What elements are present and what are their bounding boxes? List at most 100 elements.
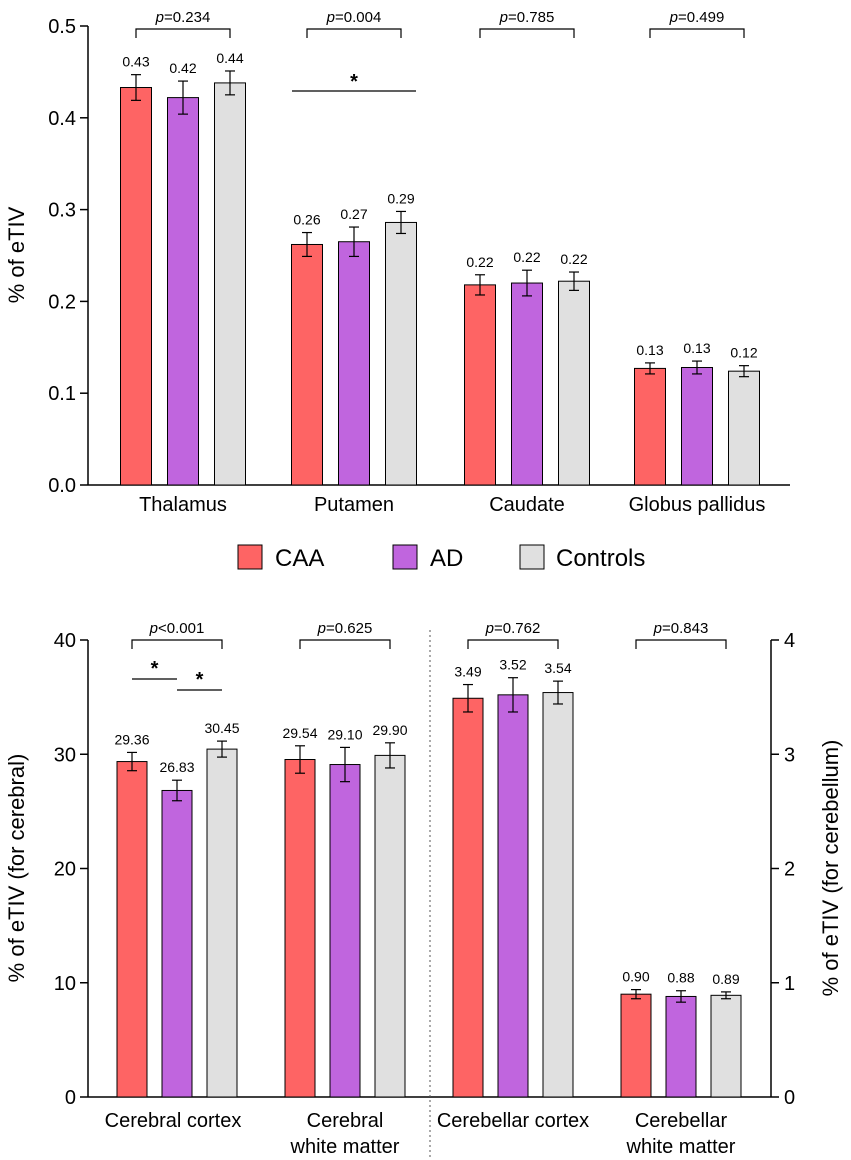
bottom-right-y-tick-label: 4	[784, 630, 795, 652]
bar-ad	[167, 97, 199, 486]
p-value-prefix: p	[317, 620, 326, 637]
category-label: Cerebral	[307, 1110, 384, 1132]
data-label: 0.13	[636, 342, 663, 358]
bottom-left-y-tick-label: 30	[54, 744, 76, 766]
p-value-number: =0.499	[678, 9, 724, 26]
bar-caa	[291, 243, 323, 486]
significance-mark: *	[151, 658, 159, 680]
bar-caa	[452, 697, 484, 1098]
top-y-tick-label: 0.1	[48, 383, 76, 405]
data-label: 0.27	[340, 206, 367, 222]
bar-ad	[511, 282, 543, 486]
bar-controls	[385, 221, 417, 486]
legend-label-controls: Controls	[556, 545, 645, 572]
data-label: 30.45	[204, 720, 239, 736]
data-label: 3.54	[544, 660, 571, 676]
bottom-left-y-tick-label: 10	[54, 973, 76, 995]
bottom-right-y-tick-label: 0	[784, 1087, 795, 1109]
category-label: Cerebral cortex	[105, 1110, 242, 1132]
legend: CAA AD Controls	[237, 544, 645, 572]
p-value-label: p=0.499	[669, 9, 725, 26]
data-label: 0.44	[216, 50, 243, 66]
bottom-left-y-axis-title: % of eTIV (for cerebral)	[4, 754, 29, 983]
bar-controls	[710, 994, 742, 1098]
data-label: 26.83	[159, 759, 194, 775]
bar-ad	[497, 694, 529, 1098]
p-value-number: =0.004	[335, 9, 381, 26]
bottom-right-y-tick-label: 3	[784, 744, 795, 766]
bar-caa	[116, 761, 148, 1098]
p-value-number: =0.234	[164, 9, 210, 26]
p-value-number: =0.785	[508, 9, 554, 26]
p-value-prefix: p	[485, 620, 494, 637]
bottom-panel: % of eTIV (for cerebral) % of eTIV (for …	[4, 620, 843, 1160]
bottom-left-y-tick-label: 0	[65, 1087, 76, 1109]
legend-swatch-controls	[519, 544, 545, 570]
bar-ad	[329, 764, 361, 1098]
data-label: 0.22	[560, 251, 587, 267]
bar-controls	[728, 370, 760, 486]
p-value-bracket	[479, 28, 575, 38]
p-value-bracket	[299, 639, 391, 649]
data-label: 0.42	[169, 60, 196, 76]
p-value-prefix: p	[149, 620, 158, 637]
data-label: 3.49	[454, 664, 481, 680]
category-label: Putamen	[314, 494, 394, 516]
p-value-prefix: p	[326, 9, 335, 26]
p-value-bracket	[649, 28, 745, 38]
bottom-right-y-axis-title: % of eTIV (for cerebellum)	[818, 740, 843, 997]
data-label: 29.90	[372, 722, 407, 738]
p-value-label: p=0.843	[653, 620, 709, 637]
top-y-tick-label: 0.3	[48, 200, 76, 222]
p-value-bracket	[306, 28, 402, 38]
data-label: 0.89	[712, 971, 739, 987]
p-value-number: =0.762	[494, 620, 540, 637]
top-y-axis-title: % of eTIV	[4, 206, 29, 303]
bottom-left-y-tick-label: 40	[54, 630, 76, 652]
bar-controls	[558, 280, 590, 486]
category-label-line2: white matter	[626, 1136, 736, 1158]
data-label: 0.29	[387, 190, 414, 206]
p-value-bracket	[635, 639, 727, 649]
legend-swatch-ad	[392, 544, 418, 570]
p-value-bracket	[131, 639, 223, 649]
data-label: 0.22	[466, 254, 493, 270]
bar-ad	[681, 366, 713, 486]
bar-controls	[374, 754, 406, 1098]
top-y-tick-label: 0.5	[48, 16, 76, 38]
legend-swatch-caa	[237, 544, 263, 570]
top-y-tick-label: 0.0	[48, 475, 76, 497]
p-value-label: p=0.004	[326, 9, 382, 26]
top-panel: % of eTIV 0.0 0.1 0.2 0.3 0.4 0.5 0.43 0.26 0.2…	[4, 9, 790, 516]
top-y-tick-label: 0.4	[48, 108, 76, 130]
category-label: Cerebellar	[635, 1110, 728, 1132]
significance-mark: *	[196, 669, 204, 691]
p-value-label: p=0.762	[485, 620, 541, 637]
data-label: 0.26	[293, 212, 320, 228]
bar-controls	[542, 692, 574, 1098]
p-value-label: p=0.625	[317, 620, 373, 637]
bar-ad	[161, 789, 193, 1098]
p-value-prefix: p	[155, 9, 164, 26]
data-label: 3.52	[499, 657, 526, 673]
p-value-bracket	[135, 28, 231, 38]
data-label: 0.88	[667, 970, 694, 986]
category-label: Caudate	[489, 494, 565, 516]
bottom-right-y-tick-label: 2	[784, 859, 795, 881]
p-value-number: =0.625	[326, 620, 372, 637]
bar-controls	[206, 748, 238, 1098]
category-label: Cerebellar cortex	[437, 1110, 589, 1132]
data-label: 29.54	[282, 725, 317, 741]
bar-controls	[214, 82, 246, 486]
p-value-number: <0.001	[158, 620, 204, 637]
p-value-label: p<0.001	[149, 620, 205, 637]
significance-mark: *	[350, 71, 358, 93]
data-label: 0.13	[683, 340, 710, 356]
bottom-left-y-tick-label: 20	[54, 859, 76, 881]
data-label: 29.36	[114, 731, 149, 747]
category-label-line2: white matter	[290, 1136, 400, 1158]
bottom-right-y-tick-label: 1	[784, 973, 795, 995]
bar-caa	[620, 993, 652, 1098]
p-value-label: p=0.785	[499, 9, 555, 26]
